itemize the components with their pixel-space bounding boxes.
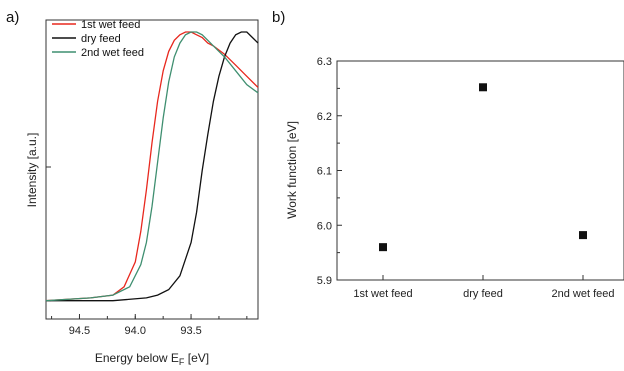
work-function-y-axis-title: Work function [eV] bbox=[285, 121, 299, 219]
spectrum-line-series-2 bbox=[46, 31, 259, 302]
work-function-point bbox=[479, 83, 487, 92]
legend-label-series-2: dry feed bbox=[81, 33, 121, 45]
work-function-chart: 5.9 6.0 6.1 6.2 6.3 1st wet feed dry feed 2nd w… bbox=[285, 56, 624, 300]
work-function-point bbox=[379, 243, 387, 252]
work-function-point bbox=[579, 231, 587, 240]
spectrum-legend: 1st wet feed dry feed 2nd wet feed bbox=[52, 19, 144, 59]
x-title-subscript: F bbox=[179, 357, 185, 367]
work-function-y-tick-label: 6.3 bbox=[317, 56, 332, 68]
spectrum-line-series-3 bbox=[45, 31, 259, 302]
spectrum-x-ticks: 94.5 94.0 93.5 bbox=[51, 314, 248, 337]
spectrum-y-axis-title: Intensity [a.u.] bbox=[25, 133, 39, 208]
spectrum-series bbox=[45, 31, 259, 302]
work-function-y-tick-label: 6.2 bbox=[317, 111, 332, 123]
x-title-unit: [eV] bbox=[184, 351, 209, 365]
work-function-x-tick-label: 2nd wet feed bbox=[552, 288, 615, 300]
spectrum-line-series-1 bbox=[45, 31, 259, 302]
legend-label-series-1: 1st wet feed bbox=[81, 19, 140, 31]
work-function-y-tick-label: 6.1 bbox=[317, 166, 332, 178]
work-function-y-tick-label: 5.9 bbox=[317, 275, 332, 287]
work-function-x-tick-label: 1st wet feed bbox=[353, 288, 412, 300]
spectrum-x-tick-label: 94.5 bbox=[69, 325, 90, 337]
spectrum-y-ticks bbox=[46, 166, 51, 302]
spectrum-x-axis-title: Energy below EF [eV] bbox=[95, 351, 209, 367]
spectrum-chart: 94.5 94.0 93.5 1st wet feed dry feed 2nd wet… bbox=[25, 19, 259, 367]
work-function-ticks: 5.9 6.0 6.1 6.2 6.3 1st wet feed dry feed 2nd w… bbox=[317, 56, 615, 300]
spectrum-plot-frame bbox=[45, 19, 259, 320]
work-function-points bbox=[379, 83, 587, 252]
legend-label-series-3: 2nd wet feed bbox=[81, 47, 144, 59]
panel-b-label: b) bbox=[272, 9, 285, 26]
work-function-y-tick-label: 6.0 bbox=[317, 220, 332, 232]
x-title-main: Energy below E bbox=[95, 351, 179, 365]
panel-a-label: a) bbox=[6, 9, 19, 26]
spectrum-x-tick-label: 94.0 bbox=[125, 325, 146, 337]
spectrum-x-tick-label: 93.5 bbox=[180, 325, 201, 337]
work-function-x-tick-label: dry feed bbox=[463, 288, 503, 300]
